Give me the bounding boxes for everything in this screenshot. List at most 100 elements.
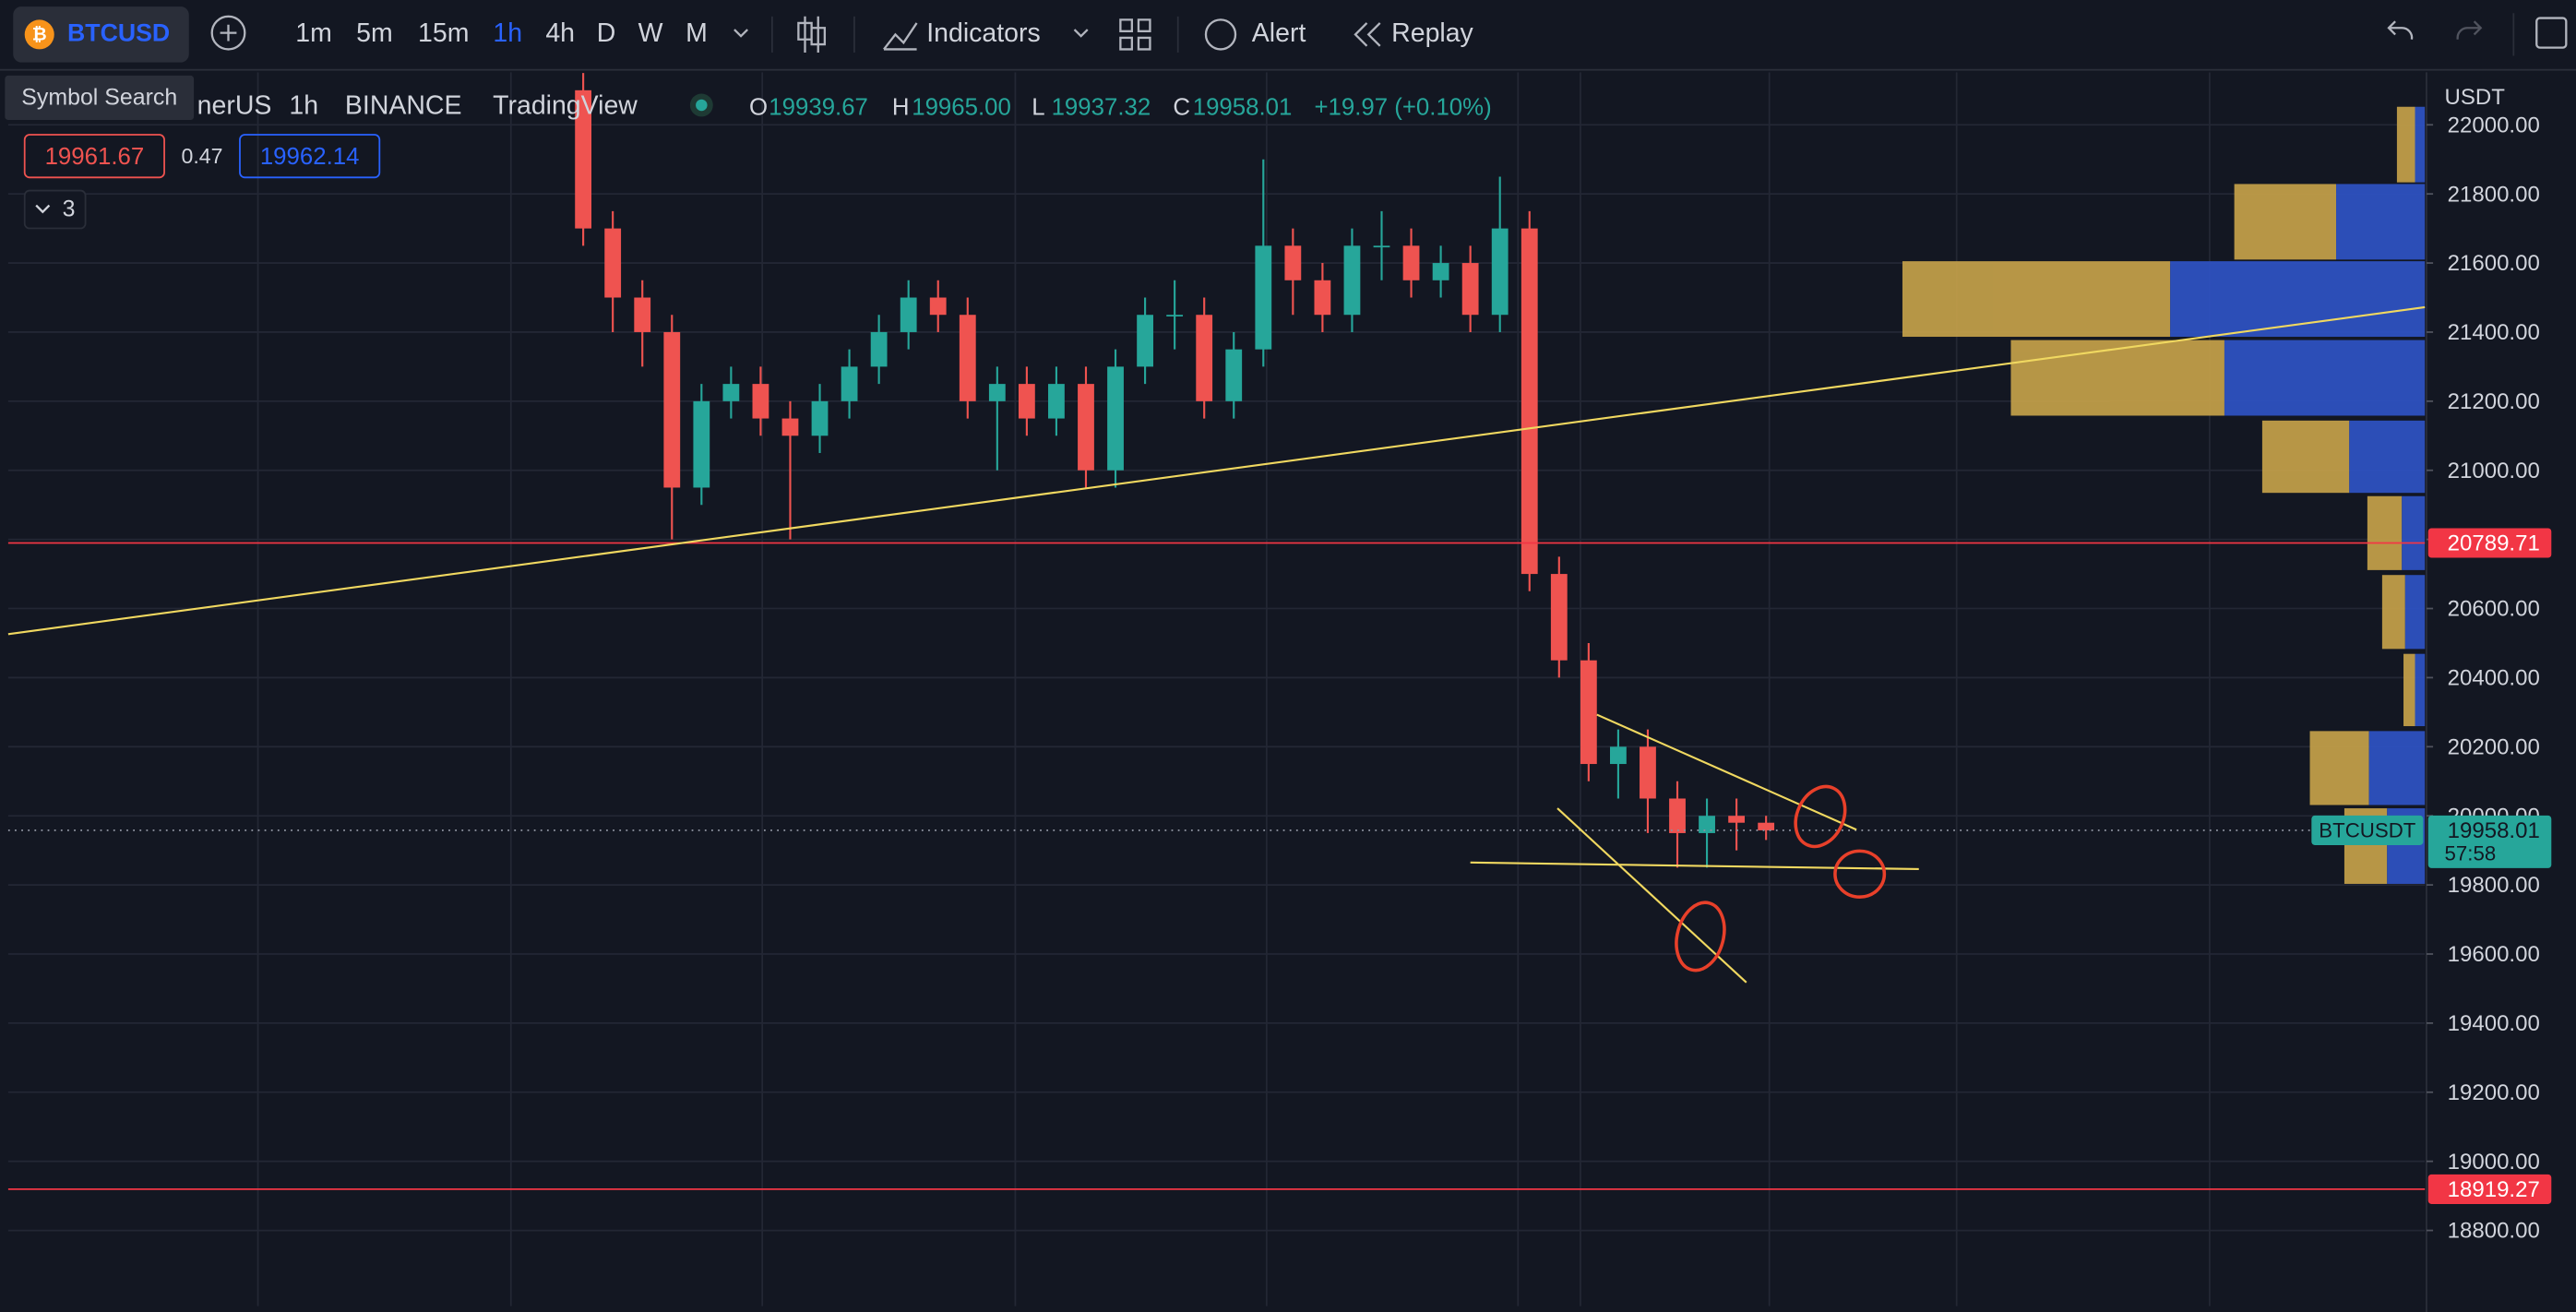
y-tick-label: 21800.00 xyxy=(2448,182,2540,207)
candle-body xyxy=(1314,280,1331,316)
interval-button[interactable]: W xyxy=(638,18,663,48)
profile-bar xyxy=(2261,420,2350,494)
symbol-icon-glyph: ₿ xyxy=(32,24,47,44)
y-tick-label: 21200.00 xyxy=(2448,389,2540,414)
buy-button[interactable] xyxy=(239,134,381,179)
plot xyxy=(7,73,2426,1190)
candle-body xyxy=(811,400,829,436)
ohlc-value: 19937.32 xyxy=(1052,94,1151,120)
alert-icon xyxy=(1204,18,1237,51)
profile-bar xyxy=(2415,653,2426,727)
interval-button[interactable]: 1h xyxy=(493,18,522,48)
candle-body xyxy=(1402,245,1420,280)
candle-body xyxy=(1699,816,1715,833)
add-symbol-button[interactable] xyxy=(210,15,246,51)
tooltip xyxy=(5,75,195,120)
candle-body xyxy=(604,228,622,298)
interval-button[interactable]: 15m xyxy=(418,18,469,48)
y-tick-label: 20200.00 xyxy=(2448,734,2540,759)
profile-bar xyxy=(1902,261,2171,338)
candle-body xyxy=(1758,822,1775,830)
candle-body xyxy=(929,297,947,316)
candle-body xyxy=(900,297,917,332)
fullscreen-button[interactable] xyxy=(2535,17,2568,49)
candle-body xyxy=(693,400,710,488)
candle-body xyxy=(781,418,799,436)
replay-button[interactable]: Replay xyxy=(1391,18,1473,48)
last-price-box xyxy=(2427,815,2552,868)
ohlc-label: C xyxy=(1173,94,1190,120)
interval-dropdown[interactable] xyxy=(733,29,748,38)
ellipse-drawing[interactable] xyxy=(1833,849,1887,899)
volume-profile xyxy=(1902,106,2426,884)
y-tick-label: 19000.00 xyxy=(2448,1150,2540,1175)
y-tick-label: 22000.00 xyxy=(2448,113,2540,137)
y-tick-label: 21400.00 xyxy=(2448,320,2540,345)
trend-line[interactable] xyxy=(7,305,2426,636)
candle-body xyxy=(1610,746,1627,765)
candle-body xyxy=(752,384,769,419)
layout-button[interactable] xyxy=(1119,18,1151,51)
ellipse-drawing[interactable] xyxy=(1786,779,1854,854)
price-label-box xyxy=(2427,528,2552,558)
y-tick-label: 19200.00 xyxy=(2448,1080,2540,1105)
y-tick-label: 21600.00 xyxy=(2448,251,2540,276)
candle-body xyxy=(1225,349,1243,401)
legend-change: +19.97 (+0.10%) xyxy=(1314,94,1491,120)
candle-body xyxy=(1432,263,1449,280)
legend-exchange: BINANCE xyxy=(345,90,462,120)
trend-line[interactable] xyxy=(1556,807,1747,984)
candle-body xyxy=(959,315,976,401)
indicators-dropdown[interactable] xyxy=(1073,29,1089,38)
candle-body xyxy=(1461,263,1479,316)
candle-body xyxy=(870,331,888,367)
symbol-label: BTCUSDT xyxy=(2319,819,2415,842)
ohlc-label: O xyxy=(749,94,768,120)
undo-button[interactable] xyxy=(2387,20,2414,40)
interval-button[interactable]: 4h xyxy=(545,18,575,48)
collapsed-count: 3 xyxy=(63,196,76,221)
symbol-button[interactable] xyxy=(13,6,189,63)
alert-button[interactable]: Alert xyxy=(1252,18,1306,48)
sell-button[interactable] xyxy=(23,134,165,179)
ellipse-drawing[interactable] xyxy=(1669,897,1732,975)
trend-line[interactable] xyxy=(1596,713,1857,831)
interval-button[interactable]: 1m xyxy=(295,18,332,48)
interval-button[interactable]: M xyxy=(686,18,708,48)
candle-body xyxy=(1580,660,1597,765)
ohlc-label: L xyxy=(1032,94,1044,120)
profile-bar xyxy=(2349,420,2426,494)
symbol-name[interactable]: BTCUSD xyxy=(67,18,170,46)
redo-button[interactable] xyxy=(2456,20,2483,40)
indicators-button[interactable]: Indicators xyxy=(926,18,1040,48)
candle-body xyxy=(1284,245,1302,280)
legend-symbol[interactable]: nerUS xyxy=(197,90,272,120)
candle-body xyxy=(1255,245,1272,350)
profile-bar xyxy=(2367,495,2403,570)
replay-icon xyxy=(1354,22,1381,47)
profile-bar xyxy=(2402,495,2426,570)
interval-button[interactable]: 5m xyxy=(356,18,393,48)
trend-line[interactable] xyxy=(1470,861,1919,871)
legend-source: TradingView xyxy=(493,90,638,120)
ohlc-label: H xyxy=(892,94,910,120)
y-tick-label: 20600.00 xyxy=(2448,597,2540,622)
ask-price: 19962.14 xyxy=(260,144,360,170)
toolbar-items: ₿ BTCUSD Indicators Alert Replay 1m 5m 15m… xyxy=(13,6,2568,63)
price-label: 18919.27 xyxy=(2448,1177,2540,1202)
profile-bar xyxy=(2403,653,2415,727)
candle-body xyxy=(1728,816,1746,823)
countdown-label: 57:58 xyxy=(2445,842,2497,865)
y-tick-label: 18800.00 xyxy=(2448,1219,2540,1244)
toolbar xyxy=(0,0,2576,69)
candle-body xyxy=(841,366,858,401)
candle-body xyxy=(1196,315,1213,401)
interval-button[interactable]: D xyxy=(597,18,616,48)
chart-type-button[interactable] xyxy=(797,16,827,53)
collapse-button[interactable] xyxy=(23,189,87,230)
spread: 0.47 xyxy=(182,144,223,168)
candle-body xyxy=(1166,315,1184,317)
candle-body xyxy=(988,384,1006,401)
